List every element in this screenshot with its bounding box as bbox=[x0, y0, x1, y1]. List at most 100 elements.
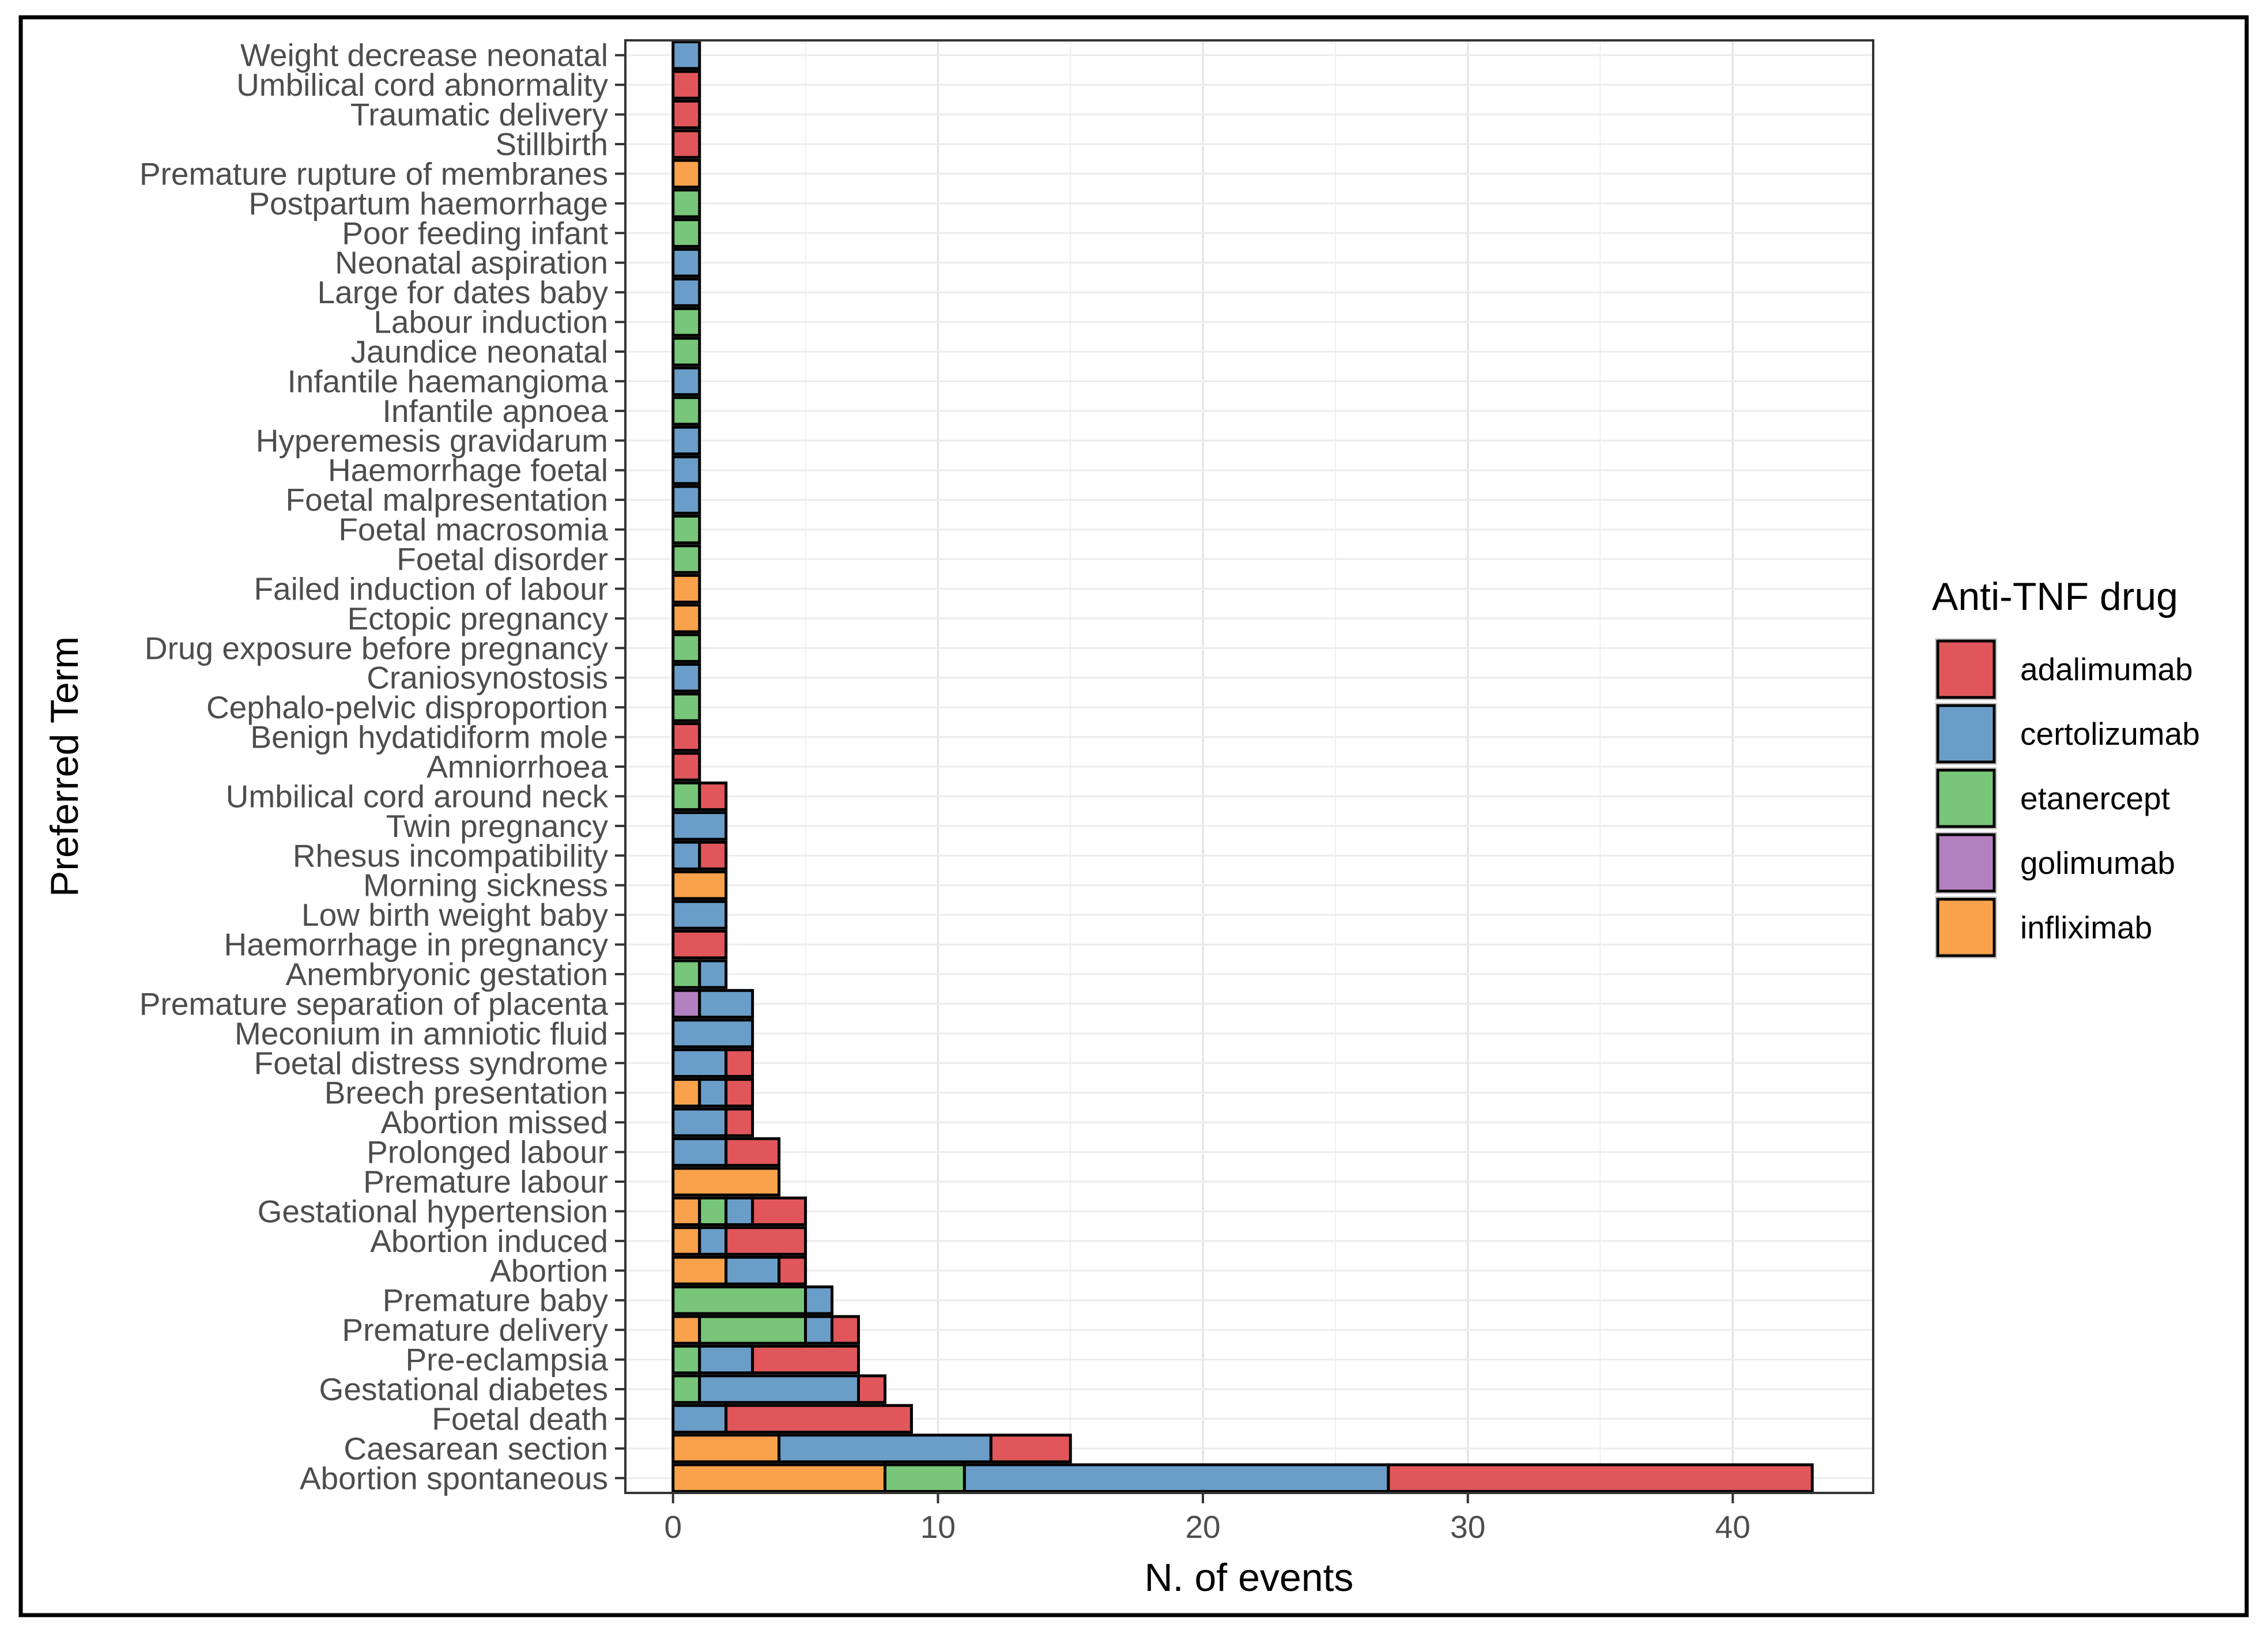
bar-segment-adalimumab: Haemorrhage in pregnancy — adalimumab: 2 bbox=[671, 929, 728, 960]
y-tick-label: Umbilical cord abnormality bbox=[236, 67, 608, 103]
bar-segment-etanercept: Postpartum haemorrhage — etanercept: 1 bbox=[671, 188, 701, 218]
bar-segment-certolizumab: Premature separation of placenta — certo… bbox=[698, 989, 754, 1019]
legend-label-infliximab: infliximab bbox=[2020, 910, 2152, 945]
legend-key-etanercept bbox=[1936, 768, 1996, 828]
y-tick-label: Rhesus incompatibility bbox=[293, 838, 609, 873]
bar-segment-certolizumab: Caesarean section — certolizumab: 8 bbox=[778, 1434, 993, 1464]
x-axis: 0 10 20 30 40 bbox=[664, 1493, 1750, 1545]
bar-segment-adalimumab: Foetal distress syndrome — adalimumab: 1 bbox=[724, 1048, 754, 1078]
bar-segment-certolizumab: Abortion — certolizumab: 2 bbox=[724, 1255, 781, 1285]
bar-segment-infliximab: Abortion induced — infliximab: 1 bbox=[671, 1226, 701, 1256]
bar-segment-adalimumab: Abortion spontaneous — adalimumab: 16 bbox=[1387, 1463, 1814, 1493]
y-tick-label: Abortion spontaneous bbox=[300, 1460, 608, 1496]
bar-segment-adalimumab: Rhesus incompatibility — adalimumab: 1 bbox=[698, 840, 728, 870]
legend-title: Anti-TNF drug bbox=[1932, 575, 2178, 618]
legend-key-adalimumab bbox=[1936, 639, 1996, 699]
bar-segment-etanercept: Abortion spontaneous — etanercept: 3 bbox=[883, 1463, 966, 1493]
y-tick-label: Pre-eclampsia bbox=[405, 1342, 608, 1378]
y-tick-label: Cephalo-pelvic disproportion bbox=[206, 689, 608, 725]
legend-label-adalimumab: adalimumab bbox=[2020, 651, 2193, 687]
legend-key-certolizumab bbox=[1936, 704, 1996, 764]
bar-segment-etanercept: Premature baby — etanercept: 5 bbox=[671, 1285, 807, 1315]
y-tick-label: Neonatal aspiration bbox=[335, 245, 608, 281]
bar-segment-etanercept: Pre-eclampsia — etanercept: 1 bbox=[671, 1344, 701, 1375]
bar-segment-certolizumab: Abortion missed — certolizumab: 2 bbox=[671, 1107, 728, 1137]
x-tick-label: 40 bbox=[1715, 1509, 1750, 1545]
y-tick-label: Large for dates baby bbox=[317, 274, 608, 310]
x-tick-label: 0 bbox=[664, 1509, 682, 1545]
bar-segment-certolizumab: Haemorrhage foetal — certolizumab: 1 bbox=[671, 455, 701, 485]
bar-segment-certolizumab: Large for dates baby — certolizumab: 1 bbox=[671, 277, 701, 307]
y-tick-label: Ectopic pregnancy bbox=[348, 601, 609, 636]
gridlines bbox=[625, 40, 1873, 1493]
y-tick-label: Premature delivery bbox=[342, 1312, 608, 1348]
y-tick-label: Postpartum haemorrhage bbox=[248, 186, 608, 221]
bar-segment-certolizumab: Foetal distress syndrome — certolizumab:… bbox=[671, 1048, 728, 1078]
bar-segment-adalimumab: Caesarean section — adalimumab: 3 bbox=[989, 1434, 1072, 1464]
legend-items: adalimumab certolizumab etanercept golimuma… bbox=[1935, 638, 2200, 959]
bar-segment-adalimumab: Pre-eclampsia — adalimumab: 4 bbox=[751, 1344, 861, 1375]
bar-segment-infliximab: Premature delivery — infliximab: 1 bbox=[671, 1315, 701, 1345]
y-tick-label: Stillbirth bbox=[495, 126, 608, 162]
bar-segment-certolizumab: Breech presentation — certolizumab: 1 bbox=[698, 1078, 728, 1108]
bar-segment-infliximab: Abortion — infliximab: 2 bbox=[671, 1255, 728, 1285]
y-tick-label: Foetal malpresentation bbox=[286, 482, 608, 518]
y-tick-label: Drug exposure before pregnancy bbox=[145, 630, 609, 666]
bar-segment-certolizumab: Neonatal aspiration — certolizumab: 1 bbox=[671, 248, 701, 278]
legend: Anti-TNF drug adalimumab certolizumab etan… bbox=[1932, 575, 2200, 959]
x-axis-title: N. of events bbox=[1145, 1556, 1354, 1600]
y-tick-label: Anembryonic gestation bbox=[286, 956, 608, 992]
y-tick-label: Gestational hypertension bbox=[258, 1193, 608, 1229]
bar-segment-certolizumab: Prolonged labour — certolizumab: 2 bbox=[671, 1137, 728, 1167]
plot-area: Weight decrease neonatal — certolizumab:… bbox=[624, 39, 1874, 1494]
y-tick-label: Premature rupture of membranes bbox=[139, 156, 608, 191]
x-tick-label: 10 bbox=[920, 1509, 956, 1545]
y-tick-label: Umbilical cord around neck bbox=[226, 778, 609, 814]
y-tick-label: Failed induction of labour bbox=[254, 571, 608, 606]
bar-segment-etanercept: Foetal disorder — etanercept: 1 bbox=[671, 544, 701, 574]
legend-label-golimumab: golimumab bbox=[2020, 845, 2175, 881]
bar-segment-infliximab: Ectopic pregnancy — infliximab: 1 bbox=[671, 604, 701, 633]
bar-segment-adalimumab: Breech presentation — adalimumab: 1 bbox=[724, 1078, 754, 1108]
bar-segment-infliximab: Premature labour — infliximab: 4 bbox=[671, 1167, 781, 1197]
bar-segment-adalimumab: Traumatic delivery — adalimumab: 1 bbox=[671, 99, 701, 130]
bar-segment-adalimumab: Gestational diabetes — adalimumab: 1 bbox=[857, 1374, 886, 1404]
bar-segment-adalimumab: Umbilical cord abnormality — adalimumab:… bbox=[671, 70, 701, 100]
bar-segment-etanercept: Infantile apnoea — etanercept: 1 bbox=[671, 396, 701, 426]
y-tick-label: Poor feeding infant bbox=[342, 215, 608, 251]
y-tick-label: Abortion missed bbox=[381, 1104, 608, 1140]
bar-segment-etanercept: Gestational hypertension — etanercept: 1 bbox=[698, 1196, 728, 1227]
bar-segment-certolizumab: Meconium in amniotic fluid — certolizuma… bbox=[671, 1019, 754, 1049]
y-tick-label: Haemorrhage in pregnancy bbox=[224, 927, 609, 963]
legend-label-certolizumab: certolizumab bbox=[2020, 716, 2200, 752]
bar-segment-certolizumab: Low birth weight baby — certolizumab: 2 bbox=[671, 900, 728, 930]
bar-segment-adalimumab: Premature delivery — adalimumab: 1 bbox=[831, 1315, 861, 1345]
y-tick-label: Premature labour bbox=[363, 1164, 608, 1200]
legend-key-golimumab bbox=[1936, 833, 1996, 893]
y-tick-label: Traumatic delivery bbox=[350, 97, 609, 133]
bar-segment-certolizumab: Abortion spontaneous — certolizumab: 16 bbox=[963, 1463, 1390, 1493]
bar-segment-certolizumab: Foetal malpresentation — certolizumab: 1 bbox=[671, 485, 701, 515]
y-tick-label: Haemorrhage foetal bbox=[328, 452, 608, 488]
y-tick-label: Caesarean section bbox=[344, 1431, 608, 1466]
y-tick-label: Gestational diabetes bbox=[319, 1371, 608, 1407]
y-tick-label: Labour induction bbox=[373, 304, 608, 340]
bar-segment-infliximab: Morning sickness — infliximab: 2 bbox=[671, 870, 728, 900]
y-tick-label: Amniorrhoea bbox=[427, 749, 608, 785]
y-tick-label: Morning sickness bbox=[363, 868, 608, 903]
y-tick-label: Foetal death bbox=[432, 1401, 608, 1436]
legend-key-infliximab bbox=[1936, 897, 1996, 957]
bar-segment-infliximab: Gestational hypertension — infliximab: 1 bbox=[671, 1196, 701, 1227]
bar-segment-adalimumab: Foetal death — adalimumab: 7 bbox=[724, 1404, 913, 1434]
figure-border bbox=[18, 15, 2249, 1617]
y-tick-label: Benign hydatidiform mole bbox=[250, 719, 608, 755]
y-tick-label: Abortion induced bbox=[370, 1223, 608, 1259]
bar-segment-etanercept: Premature delivery — etanercept: 4 bbox=[698, 1315, 807, 1345]
bar-segment-etanercept: Cephalo-pelvic disproportion — etanercep… bbox=[671, 692, 701, 722]
bar-segment-adalimumab: Abortion — adalimumab: 1 bbox=[778, 1255, 807, 1285]
bar-segment-etanercept: Poor feeding infant — etanercept: 1 bbox=[671, 218, 701, 248]
bar-segment-infliximab: Failed induction of labour — infliximab:… bbox=[671, 574, 701, 604]
bar-segment-infliximab: Premature rupture of membranes — inflixi… bbox=[671, 159, 701, 189]
y-tick-label: Foetal distress syndrome bbox=[254, 1045, 608, 1081]
